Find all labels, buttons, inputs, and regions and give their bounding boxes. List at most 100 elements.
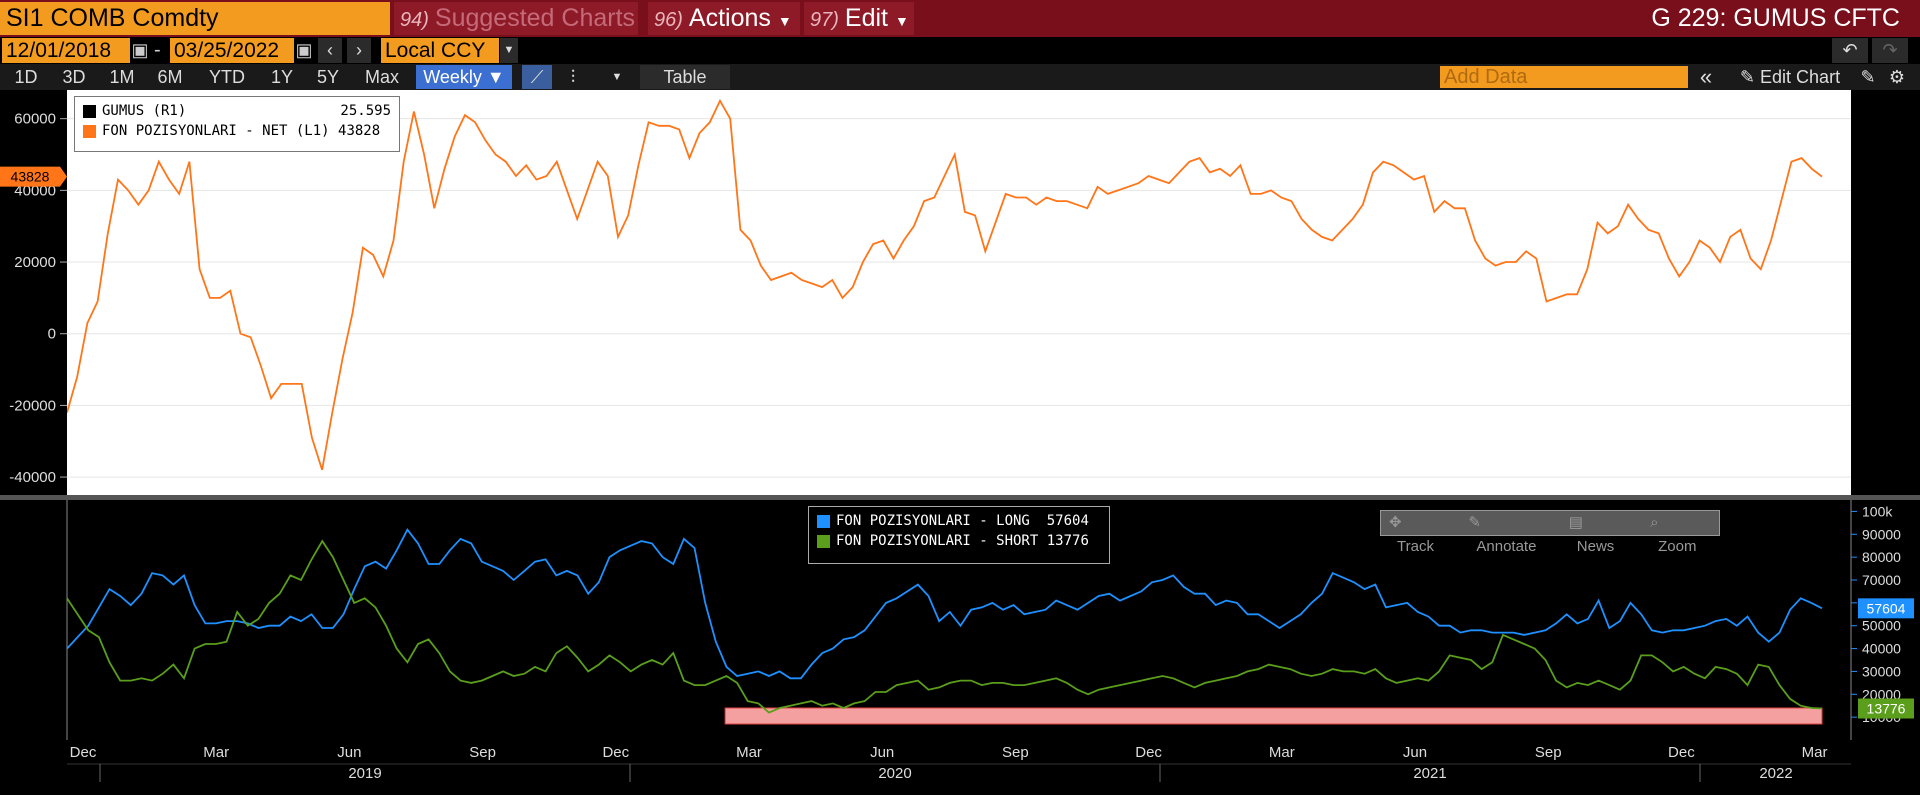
bottom-tick-label: 50000 [1862,618,1901,634]
legend-swatch-net [83,124,96,138]
right-axis-background [1851,90,1920,495]
legend-gumus: GUMUS (R1) 25.595 [83,101,391,121]
next-period-icon[interactable]: › [347,38,371,63]
period-1y[interactable]: 1Y [270,67,294,87]
left-tick-label: -40000 [9,469,56,486]
bottom-tick-label: 100k [1862,503,1893,519]
month-tick-label: Sep [469,744,496,761]
edit-chart-label: Edit Chart [1760,67,1841,87]
currency-field[interactable]: Local CCY [381,38,499,63]
highlight-band [724,707,1823,725]
track-tool[interactable]: ✥ Track [1381,511,1460,555]
gear-icon[interactable]: ⚙ [1888,67,1906,87]
zoom-label: Zoom [1658,538,1697,555]
period-1d[interactable]: 1D [14,67,38,87]
end-date-field[interactable]: 03/25/2022 [170,38,294,63]
suggested-charts-menu[interactable]: 94) Suggested Charts [394,2,638,35]
legend-gumus-name: GUMUS (R1) [102,103,187,119]
caret-down-icon: ▼ [894,13,909,29]
table-button[interactable]: Table [640,65,730,89]
candlestick-icon[interactable]: ⫶ [570,67,576,87]
x-axis: Dec Mar Jun Sep Dec Mar Jun Sep Dec Mar Jun Sep Dec M… [0,740,1920,790]
edit-chart-button[interactable]: ✎ Edit Chart [1728,65,1852,89]
legend-swatch-long [817,514,830,528]
month-tick-label: Sep [1535,744,1562,761]
news-tool[interactable]: ▤ News [1561,511,1642,555]
actions-label: Actions [688,4,771,32]
legend-net-value: 43828 [338,123,381,139]
month-tick-label: Mar [1802,744,1828,761]
redo-icon[interactable]: ↷ [1872,38,1908,63]
period-6m[interactable]: 6M [157,67,183,87]
year-label: 2019 [348,765,381,782]
title-bar: SI1 COMB Comdty 94) Suggested Charts 96) A… [0,0,1920,37]
collapse-icon[interactable]: « [1699,64,1713,89]
legend-long: FON POZISYONLARI - LONG 57604 [817,511,1101,531]
ticker-field[interactable]: SI1 COMB Comdty [0,2,390,35]
start-date-field[interactable]: 12/01/2018 [2,38,130,63]
short-last-value: 13776 [1867,701,1906,717]
period-ytd[interactable]: YTD [209,67,245,87]
bottom-tick-label: 20000 [1862,686,1901,702]
month-tick-label: Sep [1002,744,1029,761]
bottom-chart[interactable]: 100k900008000070000600005000040000300002… [0,500,1920,740]
caret-down-icon: ▼ [777,13,792,29]
line-chart-icon[interactable]: ⟋ [522,65,552,89]
year-label: 2022 [1759,765,1792,782]
pencil-icon: ✎ [1739,67,1756,87]
chart-type-dropdown-icon[interactable]: ▼ [611,71,623,83]
short-last-badge [1858,698,1914,719]
chart-tools: ✥ Track ✎ Annotate ▤ News ⌕ Zoom [1380,510,1720,555]
legend-long-value: 57604 [1046,513,1089,529]
long-last-badge [1858,598,1914,619]
top-plot-background [67,90,1851,495]
undo-icon[interactable]: ↶ [1832,38,1868,63]
legend-gumus-value: 25.595 [340,103,391,119]
legend-short-name: FON POZISYONLARI - SHORT [836,533,1039,549]
legend-swatch-short [817,534,830,548]
date-separator: - [154,39,161,61]
calendar-icon[interactable]: ▣ [295,38,313,63]
long-last-value: 57604 [1867,600,1906,616]
actions-num: 96) [654,9,683,31]
month-tick-label: Jun [337,744,361,761]
month-tick-label: Dec [1135,744,1162,761]
month-tick-label: Dec [70,744,97,761]
bottom-legend: FON POZISYONLARI - LONG 57604 FON POZISY… [808,506,1110,564]
x-axis-svg: Dec Mar Jun Sep Dec Mar Jun Sep Dec Mar Jun Sep Dec M… [67,744,1851,782]
period-max[interactable]: Max [364,67,399,87]
period-1m[interactable]: 1M [109,67,135,87]
bottom-tick-label: 40000 [1862,641,1901,657]
year-label: 2021 [1413,765,1446,782]
panel-divider[interactable] [0,495,1920,500]
net-last-value: 43828 [11,169,50,185]
legend-swatch-gumus [83,104,96,118]
add-data-input[interactable]: Add Data [1440,66,1688,88]
month-tick-label: Mar [1269,744,1295,761]
frequency-dropdown[interactable]: Weekly ▼ [416,65,512,89]
month-tick-label: Dec [1668,744,1695,761]
track-label: Track [1397,538,1434,555]
period-3d[interactable]: 3D [62,67,86,87]
annotate-label: Annotate [1476,538,1537,555]
legend-short-value: 13776 [1046,533,1089,549]
bottom-chart-panel: 100k900008000070000600005000040000300002… [0,500,1920,740]
function-title: G 229: GUMUS CFTC [1651,4,1900,32]
prev-period-icon[interactable]: ‹ [318,38,342,63]
currency-dropdown-icon[interactable]: ▼ [500,38,518,63]
edit-menu[interactable]: 97) Edit ▼ [804,2,914,35]
calendar-icon[interactable]: ▣ [131,38,149,63]
annotate-icon[interactable]: ✎ [1860,67,1876,87]
suggested-num: 94) [400,9,429,31]
actions-menu[interactable]: 96) Actions ▼ [648,2,800,35]
zoom-tool[interactable]: ⌕ Zoom [1642,511,1719,555]
year-label: 2020 [878,765,911,782]
top-chart[interactable]: 6000040000200000-20000-400004382828.0002… [0,90,1920,495]
range-bar: 12/01/2018 ▣ - 03/25/2022 ▣ ‹ › Local CC… [0,37,1920,64]
annotate-tool[interactable]: ✎ Annotate [1460,511,1560,555]
month-tick-label: Dec [602,744,629,761]
bottom-tick-label: 30000 [1862,663,1901,679]
period-5y[interactable]: 5Y [316,67,340,87]
legend-net: FON POZISYONLARI - NET (L1) 43828 [83,121,391,141]
period-bar: 1D 3D 1M 6M YTD 1Y 5Y Max Weekly ▼ ⟋ ⫶ ▼… [0,64,1920,90]
